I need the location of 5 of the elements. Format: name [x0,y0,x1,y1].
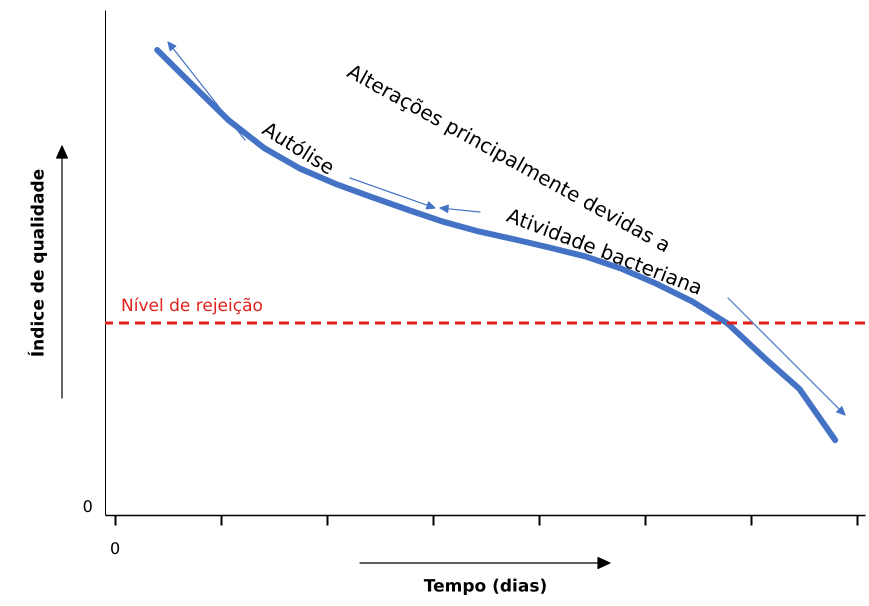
y-axis-title: Índice de qualidade [28,168,48,358]
text: 0 [110,539,120,558]
text: 0 [82,497,93,516]
ref-line-label: Nível de rejeição [121,296,263,316]
x-axis-title: Tempo (dias) [424,576,548,596]
